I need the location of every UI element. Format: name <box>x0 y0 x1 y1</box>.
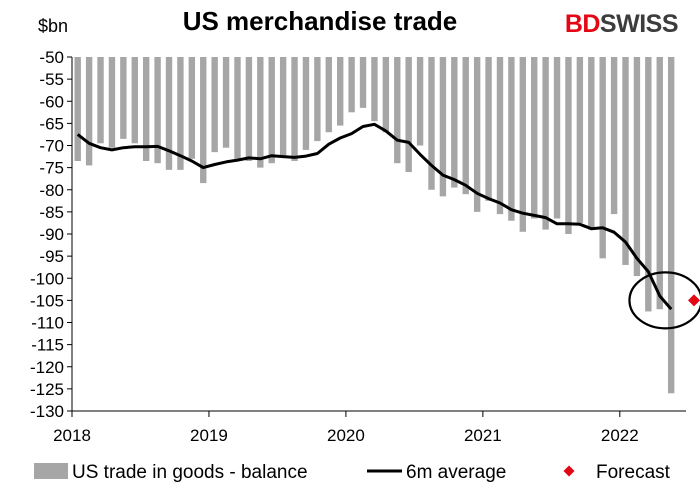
bar <box>576 57 584 223</box>
highlight-ellipse <box>628 271 700 330</box>
bar <box>633 57 641 277</box>
bar <box>531 57 538 219</box>
bar <box>268 57 275 164</box>
x-tick-label: 2019 <box>190 426 228 445</box>
bar <box>108 57 116 148</box>
bar <box>565 57 572 234</box>
bar <box>314 57 321 142</box>
bar <box>451 57 458 188</box>
y-tick-label: -95 <box>39 247 64 266</box>
legend-label-line: 6m average <box>406 462 506 483</box>
bar-series <box>74 57 675 394</box>
y-tick-label: -50 <box>39 48 64 67</box>
bar <box>74 57 81 161</box>
bar <box>200 57 207 184</box>
y-tick-label: -70 <box>39 137 64 156</box>
bar <box>257 57 264 168</box>
bar <box>85 57 93 166</box>
bar <box>416 57 424 146</box>
bar <box>245 57 253 161</box>
y-tick-label: -75 <box>39 159 64 178</box>
bar <box>588 57 595 230</box>
y-tick-label: -105 <box>30 291 64 310</box>
line-6m-average <box>76 122 673 311</box>
bar <box>120 57 127 139</box>
bar <box>610 57 618 215</box>
bar <box>291 57 298 161</box>
bar <box>656 57 663 310</box>
bar <box>542 57 549 230</box>
y-tick-label: -55 <box>39 70 64 89</box>
bar <box>177 57 184 170</box>
y-tick-label: -125 <box>30 380 64 399</box>
x-tick-label: 2020 <box>327 426 365 445</box>
y-tick-label: -90 <box>39 225 64 244</box>
bar <box>382 57 390 133</box>
y-tick-label: -60 <box>39 92 64 111</box>
legend-swatch-forecast <box>563 465 575 477</box>
y-tick-label: -115 <box>31 336 64 355</box>
bar <box>279 57 287 157</box>
y-tick-label: -120 <box>30 358 64 377</box>
bar <box>496 57 504 215</box>
bar <box>645 57 652 312</box>
bar <box>428 57 435 190</box>
bar <box>462 57 469 195</box>
bar <box>302 57 310 150</box>
chart-title: US merchandise trade <box>182 6 458 36</box>
bar <box>142 57 150 161</box>
legend-label-bars: US trade in goods - balance <box>72 462 308 483</box>
y-axis: -50 -55 -60 -65 -70 -75 -80 -85 -90 -95 -100 -105 -1… <box>30 48 73 421</box>
brand-logo: BDSWISS <box>564 10 679 39</box>
bar <box>222 57 230 148</box>
logo-part-bd: BD <box>564 10 601 38</box>
bar <box>394 57 401 164</box>
bar <box>405 57 412 173</box>
bar <box>599 57 606 259</box>
bar <box>131 57 138 144</box>
y-tick-label: -80 <box>39 181 64 200</box>
x-tick-label: 2022 <box>601 426 639 445</box>
bar <box>154 57 161 164</box>
legend: US trade in goods - balance 6m average For… <box>34 462 671 483</box>
bar <box>667 57 675 394</box>
annotation-layer <box>628 271 700 330</box>
bar <box>473 57 481 212</box>
logo-part-swiss: SWISS <box>599 10 679 38</box>
y-tick-label: -65 <box>39 114 64 133</box>
bar <box>439 57 447 197</box>
bar <box>553 57 561 219</box>
x-tick-label: 2018 <box>53 426 91 445</box>
bar <box>508 57 515 221</box>
bar <box>188 57 196 159</box>
bar <box>371 57 378 122</box>
y-axis-unit-label: $bn <box>38 16 69 36</box>
bar <box>348 57 355 113</box>
y-tick-label: -110 <box>31 314 64 333</box>
bar <box>325 57 332 133</box>
bar <box>337 57 344 126</box>
line-series <box>76 122 673 311</box>
bar <box>234 57 241 159</box>
legend-swatch-bars <box>34 463 68 479</box>
x-axis: 2018 2019 2020 2021 2022 <box>53 410 686 445</box>
y-tick-label: -130 <box>30 402 64 421</box>
x-tick-label: 2021 <box>464 426 502 445</box>
bar <box>211 57 218 153</box>
y-tick-label: -100 <box>30 269 64 288</box>
forecast-point <box>687 294 700 307</box>
y-tick-label: -85 <box>39 203 64 222</box>
legend-label-forecast: Forecast <box>596 462 671 483</box>
bar <box>97 57 104 144</box>
bar <box>485 57 492 201</box>
bar <box>359 57 367 108</box>
bar <box>622 57 629 265</box>
bar <box>165 57 173 170</box>
bar <box>519 57 526 232</box>
